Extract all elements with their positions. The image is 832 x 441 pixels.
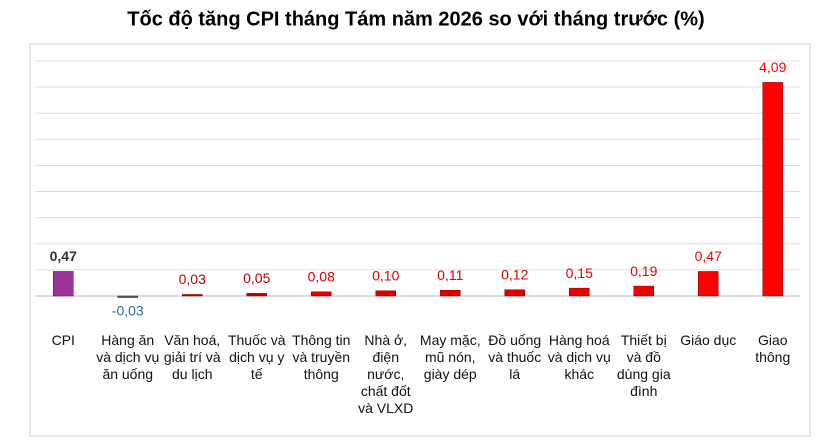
x-tick-label: May mặc, mũ nón, giày dép	[419, 332, 481, 382]
bar	[633, 285, 654, 297]
value-label: 0,19	[630, 263, 657, 279]
x-tick-label: Giáo dục	[680, 332, 737, 348]
bar	[182, 294, 203, 297]
x-tick-label: Giao thông	[755, 332, 791, 365]
value-label: 0,47	[695, 248, 722, 264]
bar	[762, 82, 783, 297]
value-label: 0,15	[566, 265, 593, 281]
x-tick-label: Hàng hoá và dịch vụ khác	[547, 332, 611, 382]
value-label: 0,10	[372, 267, 399, 283]
bar	[504, 289, 525, 297]
bar	[311, 291, 332, 297]
bar	[375, 290, 396, 297]
x-tick-label: CPI	[51, 332, 75, 348]
x-tick-label: Hàng ăn và dịch vụ ăn uống	[96, 332, 160, 382]
value-label: 4,09	[759, 59, 786, 75]
bar	[569, 287, 590, 297]
value-label: 0,12	[501, 266, 528, 282]
bar	[117, 295, 138, 298]
bar	[53, 271, 74, 297]
bar	[440, 290, 461, 297]
bar	[698, 271, 719, 297]
chart-frame	[29, 43, 811, 437]
value-label: 0,05	[243, 270, 270, 286]
x-tick-label: Nhà ở, điện nước, chất đốt và VLXD	[358, 332, 414, 416]
x-tick-label: Thiết bị và đồ dùng gia đình	[616, 332, 671, 399]
value-label: 0,11	[437, 267, 463, 283]
value-label: 0,03	[179, 271, 206, 287]
value-label: -0,03	[112, 303, 144, 319]
x-tick-label: Thông tin và truyền thông	[292, 332, 351, 382]
bar	[246, 293, 267, 297]
x-tick-label: Đồ uống và thuốc lá	[488, 332, 542, 382]
x-tick-label: Thuốc và dịch vụ y tế	[227, 332, 286, 382]
value-label: 0,47	[50, 248, 77, 264]
value-label: 0,08	[308, 269, 335, 285]
x-tick-label: Văn hoá, giải trí và du lịch	[163, 332, 221, 382]
chart-title: Tốc độ tăng CPI tháng Tám năm 2026 so vớ…	[127, 8, 704, 30]
